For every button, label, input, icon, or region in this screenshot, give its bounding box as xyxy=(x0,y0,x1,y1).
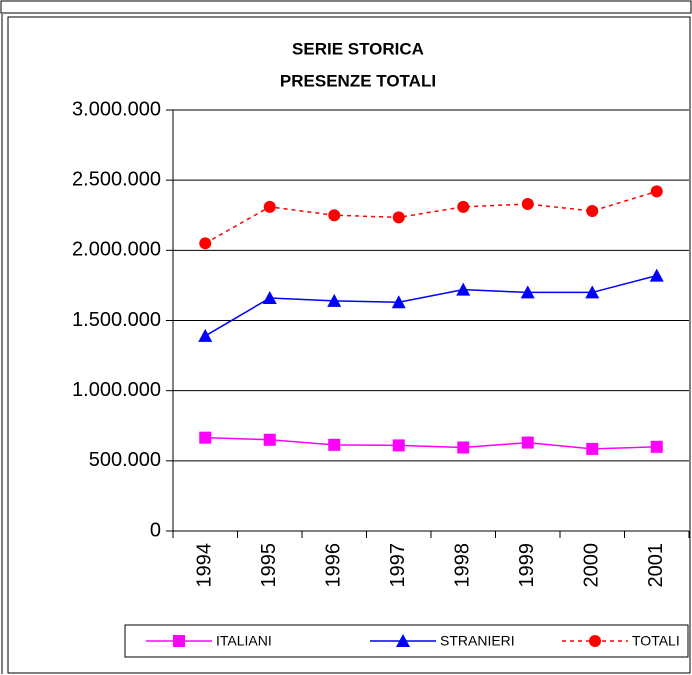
point xyxy=(650,440,663,453)
point xyxy=(586,442,599,455)
x-tick-label: 1994 xyxy=(194,543,216,588)
point xyxy=(649,268,664,282)
point xyxy=(520,285,535,299)
x-tick-label: 2001 xyxy=(645,543,667,588)
point xyxy=(263,433,276,446)
legend-marker xyxy=(589,635,601,647)
point xyxy=(392,439,405,452)
chart-title: SERIE STORICA xyxy=(292,39,424,58)
series-line xyxy=(204,274,657,337)
point xyxy=(456,282,471,296)
y-tick-label: 2.000.000 xyxy=(72,239,161,261)
legend-label: TOTALI xyxy=(632,633,680,649)
series-line xyxy=(204,190,657,244)
point xyxy=(392,211,405,224)
point xyxy=(521,198,534,211)
point xyxy=(391,295,406,309)
x-tick-label: 1999 xyxy=(516,543,538,588)
y-tick-label: 2.500.000 xyxy=(72,168,161,190)
legend-marker xyxy=(396,634,410,647)
legend-marker xyxy=(173,635,185,647)
point xyxy=(263,200,276,213)
legend-label: STRANIERI xyxy=(440,633,515,649)
top-frame xyxy=(0,0,692,14)
y-tick-label: 1.000.000 xyxy=(72,379,161,401)
legend-label: ITALIANI xyxy=(216,633,272,649)
x-tick-label: 1998 xyxy=(452,543,474,588)
y-tick-label: 500.000 xyxy=(89,449,161,471)
point xyxy=(328,209,341,222)
chart-subtitle: PRESENZE TOTALI xyxy=(280,71,436,90)
point xyxy=(328,438,341,451)
point xyxy=(650,185,663,198)
point xyxy=(262,291,277,305)
chart-border xyxy=(7,16,691,674)
x-tick-label: 1997 xyxy=(387,543,409,588)
y-tick-label: 3.000.000 xyxy=(72,98,161,120)
point xyxy=(586,205,599,218)
point xyxy=(585,285,600,299)
y-tick-label: 1.500.000 xyxy=(72,309,161,331)
point xyxy=(457,200,470,213)
series-line xyxy=(205,436,657,450)
point xyxy=(327,293,342,307)
x-tick-label: 1995 xyxy=(258,543,280,588)
point xyxy=(199,431,212,444)
point xyxy=(521,436,534,449)
point xyxy=(198,328,213,342)
y-tick-label: 0 xyxy=(150,519,161,541)
x-tick-label: 1996 xyxy=(323,543,345,588)
point xyxy=(199,237,212,250)
x-tick-label: 2000 xyxy=(581,543,603,588)
point xyxy=(457,441,470,454)
